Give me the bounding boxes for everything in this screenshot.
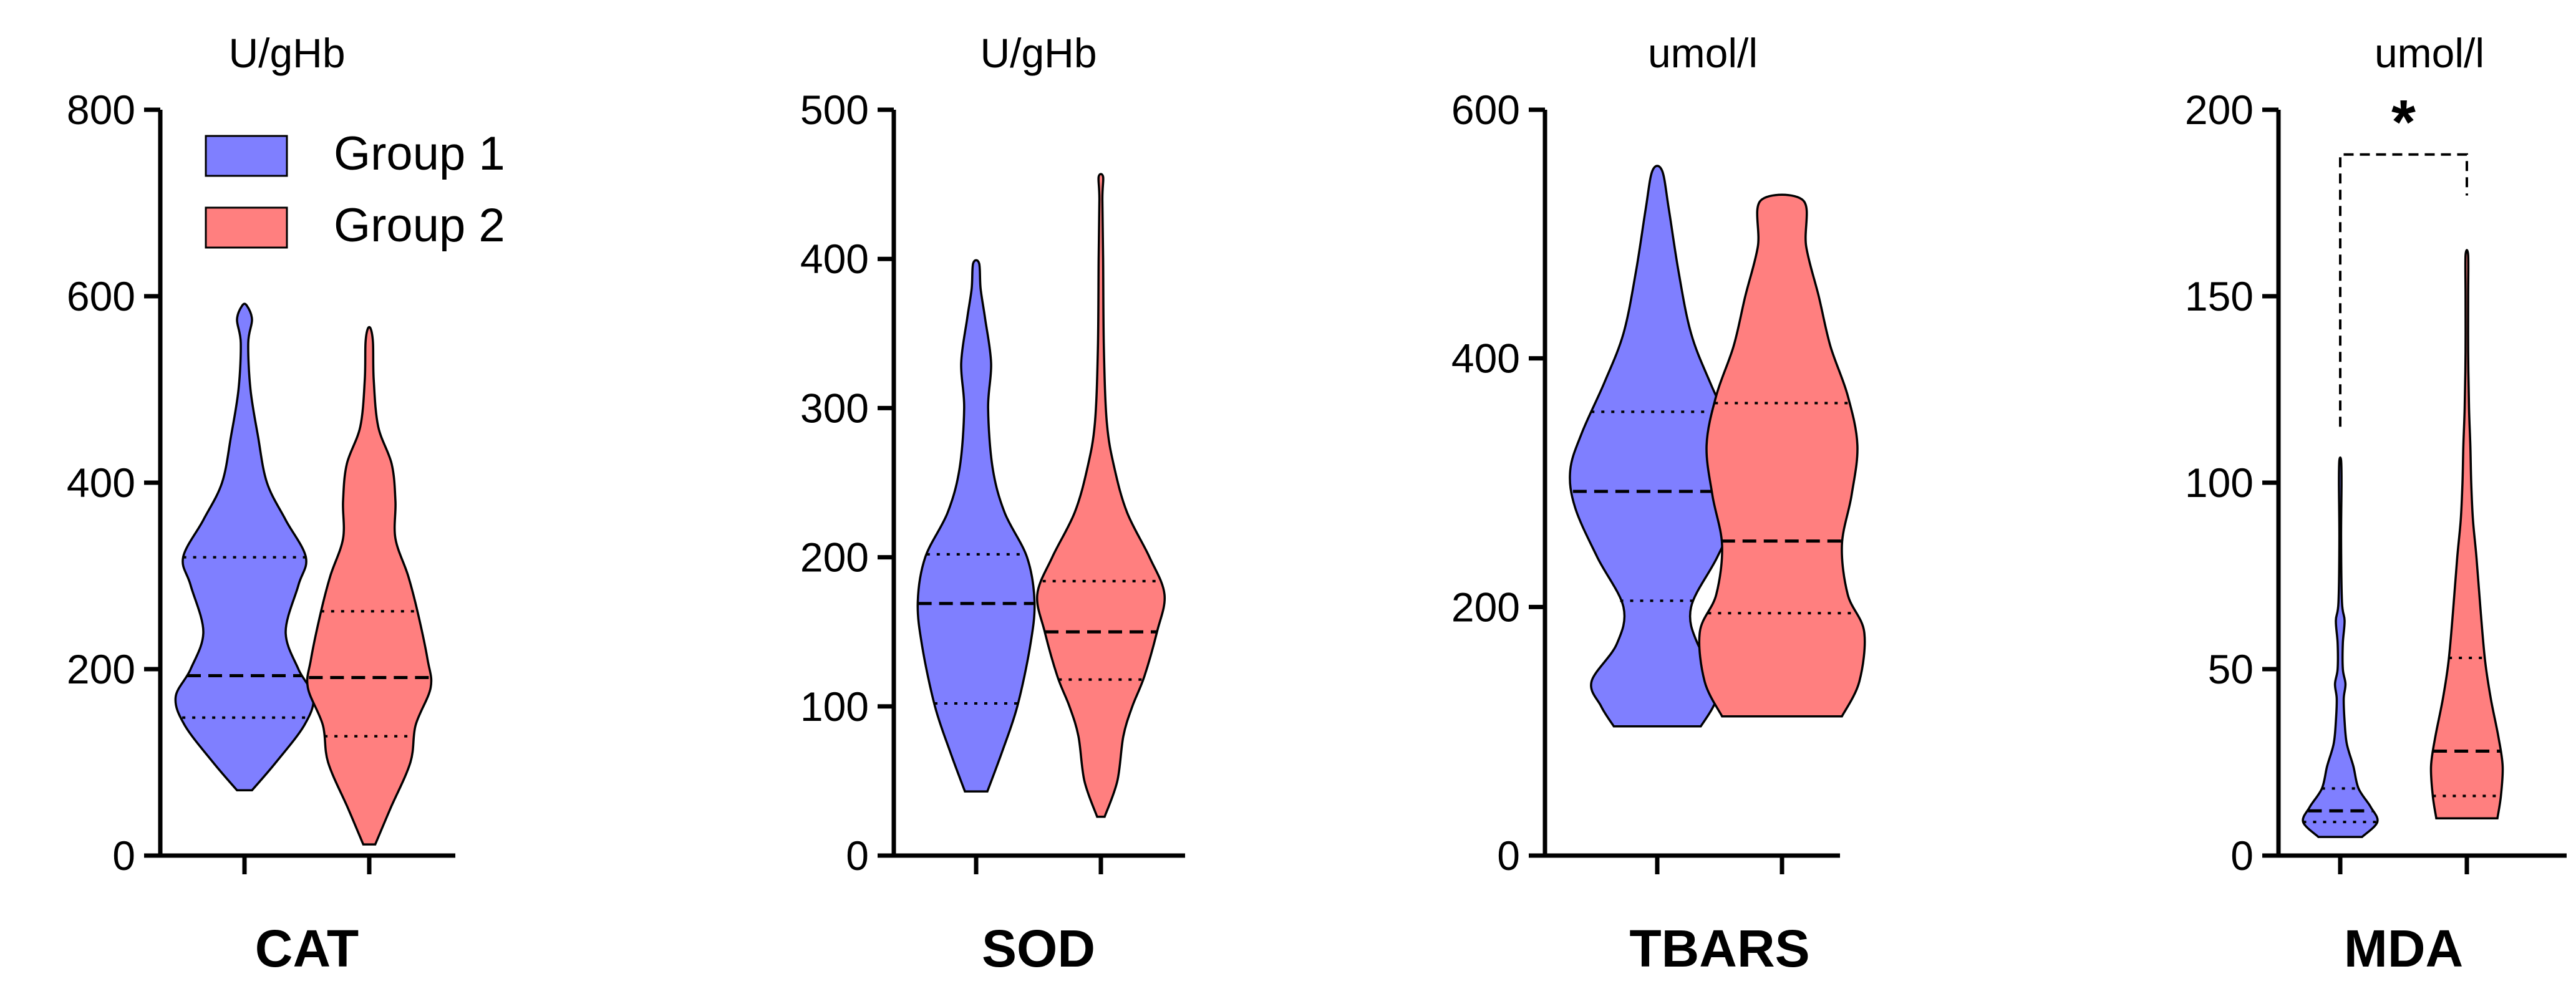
violin-body <box>2302 456 2379 838</box>
legend: Group 1 Group 2 <box>205 127 505 252</box>
mda-panel-label: MDA <box>2344 919 2463 978</box>
legend-label-group2: Group 2 <box>334 199 505 252</box>
y-tick-label: 0 <box>846 833 869 879</box>
y-tick-label: 600 <box>1451 87 1520 133</box>
violin-sod-group2 <box>1035 173 1166 818</box>
y-tick-label: 400 <box>800 236 869 282</box>
violin-body <box>1698 193 1866 718</box>
panel-cat: U/gHb 0 200 400 600 800 CAT <box>67 30 455 978</box>
y-tick-label: 400 <box>67 460 135 506</box>
violin-mda-group1 <box>2302 456 2379 838</box>
mda-unit-label: umol/l <box>2375 30 2484 76</box>
violin-body <box>916 259 1036 793</box>
y-tick-label: 400 <box>1451 335 1520 382</box>
cat-unit-label: U/gHb <box>228 30 345 76</box>
y-tick-label: 200 <box>67 646 135 692</box>
panel-sod: U/gHb 0 100 200 300 400 500 SOD <box>800 30 1185 978</box>
y-tick-label: 50 <box>2208 646 2254 692</box>
panel-mda: umol/l 0 50 100 150 200 MDA * <box>2185 30 2567 978</box>
y-tick-label: 600 <box>67 273 135 319</box>
y-tick-label: 100 <box>800 683 869 730</box>
sod-unit-label: U/gHb <box>980 30 1097 76</box>
significance-bracket <box>2339 153 2468 427</box>
violin-body <box>2429 249 2504 819</box>
y-tick-label: 0 <box>112 833 135 879</box>
y-tick-label: 200 <box>800 534 869 581</box>
tbars-panel-label: TBARS <box>1629 919 1809 978</box>
violin-sod-group1 <box>916 259 1036 793</box>
y-tick-label: 0 <box>1497 833 1520 879</box>
y-tick-label: 100 <box>2185 460 2254 506</box>
sod-panel-label: SOD <box>982 919 1095 978</box>
violin-cat-group2 <box>306 326 433 846</box>
y-tick-label: 150 <box>2185 273 2254 319</box>
tbars-unit-label: umol/l <box>1648 30 1758 76</box>
violin-body <box>174 302 315 792</box>
violin-tbars-group2 <box>1698 193 1866 718</box>
cat-panel-label: CAT <box>255 919 359 978</box>
violin-body <box>1035 173 1166 818</box>
y-tick-label: 800 <box>67 87 135 133</box>
legend-swatch-group2 <box>205 206 288 249</box>
y-tick-label: 500 <box>800 87 869 133</box>
y-tick-label: 300 <box>800 385 869 431</box>
y-tick-label: 0 <box>2230 833 2254 879</box>
y-tick-label: 200 <box>2185 87 2254 133</box>
panel-tbars: umol/l 0 200 400 600 TBARS <box>1451 30 1866 978</box>
legend-swatch-group1 <box>205 135 288 177</box>
violin-cat-group1 <box>174 302 315 792</box>
significance-star: * <box>2391 87 2416 157</box>
violin-mda-group2 <box>2429 249 2504 819</box>
violin-body <box>1569 165 1746 728</box>
y-tick-label: 200 <box>1451 584 1520 630</box>
legend-label-group1: Group 1 <box>334 127 505 180</box>
violin-body <box>306 326 433 846</box>
